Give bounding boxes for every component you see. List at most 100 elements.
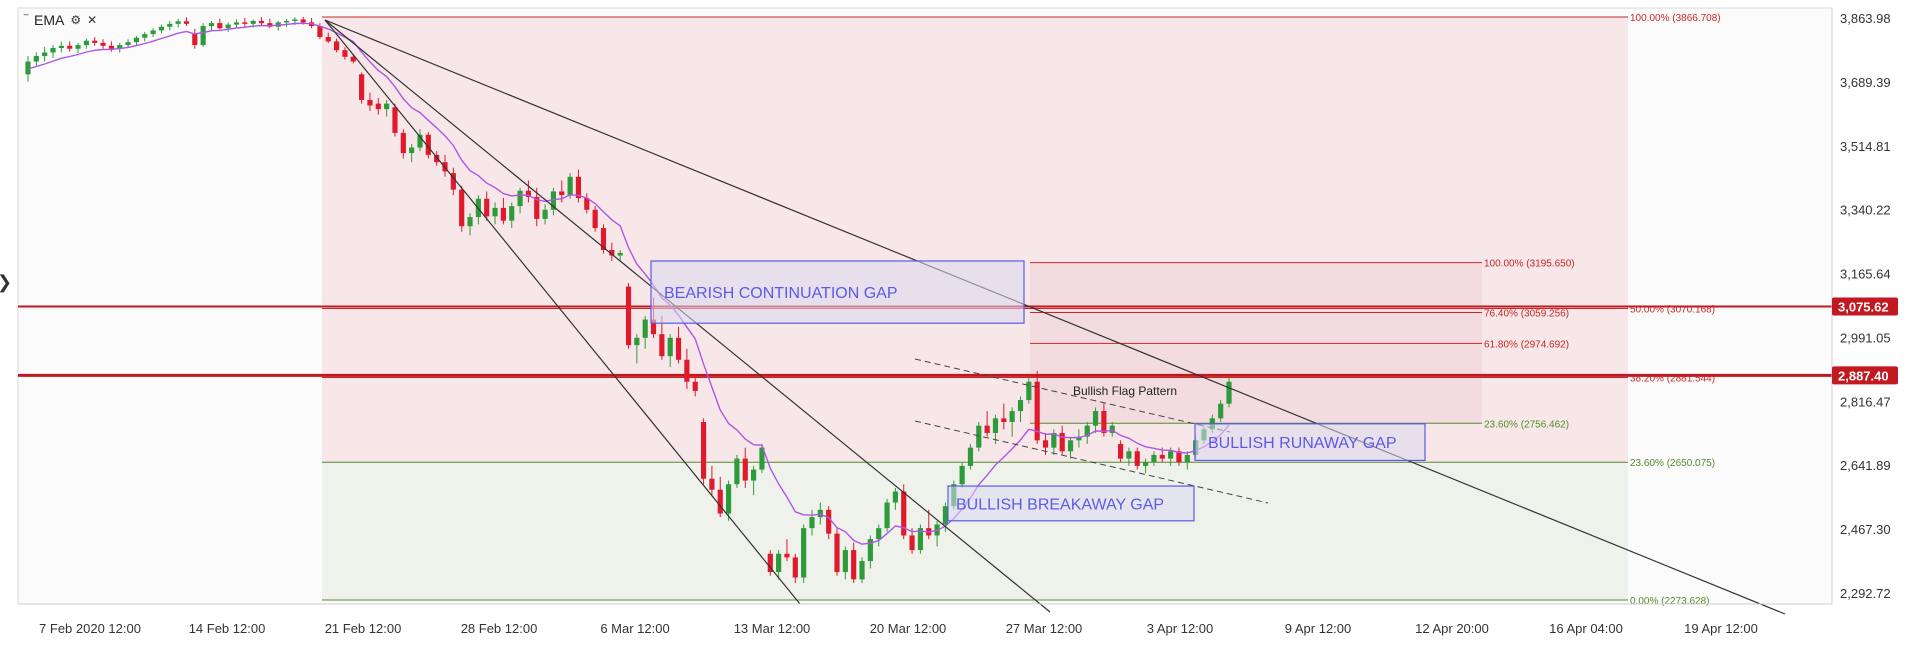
- candle-bullish[interactable]: [1026, 381, 1032, 401]
- candle-bullish[interactable]: [867, 539, 873, 562]
- candle-bearish[interactable]: [217, 23, 223, 29]
- candle-bullish[interactable]: [1051, 432, 1057, 448]
- candle-bearish[interactable]: [334, 41, 340, 51]
- candle-bearish[interactable]: [92, 40, 98, 43]
- candle-bullish[interactable]: [550, 191, 557, 210]
- candle-bearish[interactable]: [1001, 418, 1007, 422]
- candle-bullish[interactable]: [50, 48, 56, 53]
- candle-bearish[interactable]: [792, 557, 798, 578]
- candle-bullish[interactable]: [617, 252, 623, 256]
- candle-bearish[interactable]: [300, 19, 306, 23]
- candle-bearish[interactable]: [425, 134, 431, 155]
- candle-bearish[interactable]: [267, 23, 273, 27]
- candle-bullish[interactable]: [75, 45, 81, 49]
- candle-bearish[interactable]: [1042, 440, 1049, 448]
- candle-bullish[interactable]: [117, 45, 123, 49]
- candle-bearish[interactable]: [367, 99, 373, 106]
- candle-bullish[interactable]: [409, 147, 415, 154]
- candle-bullish[interactable]: [809, 517, 815, 529]
- candle-bearish[interactable]: [242, 22, 248, 24]
- candle-bearish[interactable]: [534, 196, 540, 219]
- price-tag[interactable]: [1832, 297, 1898, 316]
- candle-bearish[interactable]: [183, 21, 190, 24]
- candle-bullish[interactable]: [517, 190, 523, 207]
- candle-bearish[interactable]: [400, 132, 406, 154]
- candle-bullish[interactable]: [817, 509, 823, 518]
- candle-bullish[interactable]: [751, 469, 757, 481]
- price-tag[interactable]: [1832, 366, 1898, 385]
- candle-bullish[interactable]: [1184, 454, 1190, 463]
- candle-bullish[interactable]: [642, 319, 648, 338]
- candle-bullish[interactable]: [233, 22, 240, 25]
- gap-annotation-box[interactable]: [1194, 423, 1426, 462]
- candle-bearish[interactable]: [709, 478, 715, 490]
- candle-bearish[interactable]: [1101, 411, 1107, 433]
- candle-bearish[interactable]: [851, 550, 857, 580]
- candle-bullish[interactable]: [992, 418, 999, 433]
- candle-bullish[interactable]: [250, 20, 256, 24]
- candle-bullish[interactable]: [292, 19, 298, 21]
- candle-bullish[interactable]: [1076, 436, 1082, 441]
- candle-bearish[interactable]: [700, 421, 707, 479]
- candle-bullish[interactable]: [976, 425, 982, 448]
- candle-bearish[interactable]: [1034, 381, 1040, 441]
- candle-bullish[interactable]: [1017, 400, 1024, 412]
- candle-bullish[interactable]: [667, 337, 673, 357]
- candle-bearish[interactable]: [108, 45, 114, 49]
- candle-bullish[interactable]: [1218, 403, 1224, 419]
- candle-bearish[interactable]: [784, 553, 790, 558]
- candle-bearish[interactable]: [258, 20, 265, 24]
- indicator-label[interactable]: EMA: [34, 12, 65, 28]
- candle-bearish[interactable]: [826, 509, 832, 534]
- candle-bullish[interactable]: [1067, 440, 1074, 452]
- candle-bullish[interactable]: [83, 40, 89, 46]
- candle-bearish[interactable]: [1059, 432, 1065, 452]
- candle-bullish[interactable]: [492, 207, 498, 217]
- candle-bullish[interactable]: [509, 206, 515, 221]
- candle-bearish[interactable]: [717, 489, 723, 514]
- candle-bearish[interactable]: [592, 209, 598, 229]
- trendline[interactable]: [324, 19, 801, 605]
- candle-bearish[interactable]: [692, 381, 698, 391]
- candle-bearish[interactable]: [192, 34, 198, 46]
- candle-bullish[interactable]: [200, 26, 206, 46]
- candle-bearish[interactable]: [450, 173, 456, 190]
- candle-bearish[interactable]: [625, 286, 632, 346]
- candle-bullish[interactable]: [283, 20, 290, 23]
- candle-bullish[interactable]: [734, 458, 740, 485]
- candle-bullish[interactable]: [959, 465, 965, 485]
- candle-bullish[interactable]: [1226, 381, 1232, 404]
- candle-bearish[interactable]: [1134, 451, 1140, 466]
- candle-bullish[interactable]: [842, 550, 848, 573]
- candle-bullish[interactable]: [759, 447, 765, 470]
- candle-bullish[interactable]: [634, 337, 640, 346]
- flag-lower-line[interactable]: [914, 420, 1269, 504]
- candle-bearish[interactable]: [1176, 451, 1182, 463]
- candle-bullish[interactable]: [208, 23, 215, 27]
- candle-bullish[interactable]: [167, 23, 173, 27]
- candle-bullish[interactable]: [150, 30, 156, 35]
- candle-bullish[interactable]: [158, 26, 165, 31]
- candle-bearish[interactable]: [342, 50, 348, 57]
- candle-bearish[interactable]: [375, 103, 381, 110]
- candle-bullish[interactable]: [801, 528, 807, 578]
- candle-bearish[interactable]: [767, 553, 773, 573]
- candle-bearish[interactable]: [325, 37, 331, 42]
- candle-bullish[interactable]: [33, 56, 39, 62]
- gear-icon[interactable]: ⚙: [70, 13, 82, 27]
- candle-bearish[interactable]: [459, 189, 465, 227]
- candle-bearish[interactable]: [559, 191, 565, 196]
- candle-bullish[interactable]: [917, 528, 923, 551]
- candle-bullish[interactable]: [142, 34, 148, 38]
- candle-bullish[interactable]: [1092, 411, 1099, 426]
- candle-bearish[interactable]: [525, 190, 532, 197]
- chevron-right-icon[interactable]: ❯: [0, 272, 12, 293]
- candle-bullish[interactable]: [892, 491, 898, 503]
- candle-bullish[interactable]: [42, 52, 48, 57]
- candle-bullish[interactable]: [25, 61, 31, 75]
- candle-bullish[interactable]: [1143, 462, 1149, 466]
- candle-bearish[interactable]: [584, 198, 590, 210]
- flag-upper-line[interactable]: [914, 358, 1231, 433]
- candle-bullish[interactable]: [776, 553, 782, 573]
